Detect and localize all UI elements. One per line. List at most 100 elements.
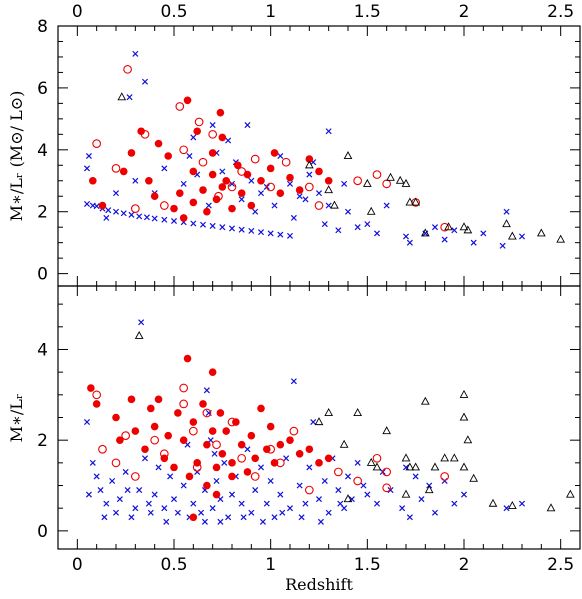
open-triangle-point bbox=[401, 453, 411, 462]
open-triangle-point bbox=[459, 389, 469, 398]
open-triangle-point bbox=[449, 453, 459, 462]
filled-circle-point bbox=[193, 127, 201, 136]
filled-circle-point bbox=[150, 192, 159, 201]
cross-point bbox=[105, 207, 112, 214]
cross-point bbox=[161, 165, 168, 172]
open-triangle-point bbox=[565, 489, 575, 498]
open-circle-point bbox=[130, 472, 140, 481]
cross-point bbox=[112, 509, 120, 516]
cross-point bbox=[337, 500, 344, 507]
y-tick-label: 8 bbox=[37, 17, 48, 37]
cross-point bbox=[286, 232, 294, 239]
y-tick-label: 4 bbox=[37, 340, 48, 360]
cross-point bbox=[451, 500, 458, 507]
cross-point bbox=[325, 202, 332, 209]
cross-point bbox=[257, 229, 265, 236]
cross-point bbox=[248, 227, 255, 234]
x-axis-label: Redshift bbox=[285, 575, 353, 594]
x-tick-label-top: 1 bbox=[265, 2, 276, 22]
open-circle-point bbox=[281, 157, 291, 167]
filled-circle-point bbox=[208, 170, 217, 179]
top-panel-ticks bbox=[58, 25, 581, 286]
open-triangle-point bbox=[366, 206, 376, 215]
cross-point bbox=[354, 224, 361, 231]
filled-circle-point bbox=[243, 170, 252, 179]
cross-point bbox=[252, 208, 259, 215]
filled-circle-point bbox=[160, 454, 169, 463]
filled-circle-point bbox=[266, 422, 275, 431]
cross-point bbox=[503, 208, 510, 215]
x-tick-label: 1.5 bbox=[354, 555, 381, 575]
filled-circle-point bbox=[164, 431, 172, 440]
y-tick-label: 4 bbox=[37, 141, 48, 161]
cross-point bbox=[83, 165, 91, 172]
cross-point bbox=[180, 180, 187, 187]
filled-circle-point bbox=[150, 422, 159, 431]
cross-point bbox=[373, 230, 381, 237]
cross-point bbox=[344, 473, 352, 480]
open-triangle-point bbox=[304, 160, 314, 169]
open-circle-point bbox=[289, 426, 299, 436]
open-triangle-point bbox=[401, 178, 411, 187]
cross-point bbox=[219, 224, 226, 231]
filled-circle-point bbox=[212, 463, 221, 472]
cross-point bbox=[205, 202, 212, 209]
cross-point bbox=[310, 419, 317, 426]
y-tick-label: 2 bbox=[37, 203, 48, 223]
filled-circle-point bbox=[145, 176, 153, 185]
cross-point bbox=[194, 468, 201, 475]
y-tick-label: 0 bbox=[37, 522, 48, 542]
cross-point bbox=[174, 509, 181, 516]
cross-point bbox=[480, 230, 487, 237]
open-circle-point bbox=[179, 399, 189, 409]
open-circle-point bbox=[194, 117, 204, 127]
cross-point bbox=[213, 477, 220, 485]
open-circle-point bbox=[250, 472, 260, 481]
cross-point bbox=[244, 122, 251, 129]
filled-circle-point bbox=[127, 395, 136, 404]
y-tick-label: 2 bbox=[37, 431, 48, 451]
cross-point bbox=[240, 514, 247, 521]
open-circle-point bbox=[130, 204, 140, 213]
filled-circle-point bbox=[137, 127, 145, 136]
cross-point bbox=[103, 214, 110, 221]
open-circle-point bbox=[150, 435, 160, 445]
filled-circle-point bbox=[276, 440, 285, 449]
cross-point bbox=[238, 226, 245, 233]
top-panel-tick-labels: 0 2 4 6 8 0 0.5 1 1.5 2 2.5 bbox=[37, 2, 574, 285]
cross-point bbox=[306, 464, 313, 471]
open-circle-point bbox=[275, 458, 285, 468]
cross-point bbox=[112, 208, 120, 215]
filled-circle-point bbox=[199, 400, 207, 408]
cross-point bbox=[279, 509, 286, 516]
open-circle-point bbox=[237, 453, 247, 463]
filled-circle-point bbox=[295, 449, 304, 458]
filled-circle-point bbox=[234, 161, 242, 170]
filled-circle-point bbox=[112, 413, 120, 422]
open-triangle-point bbox=[411, 462, 421, 471]
open-circle-point bbox=[333, 467, 343, 477]
cross-point bbox=[341, 180, 348, 187]
open-circle-point bbox=[179, 383, 189, 393]
cross-point bbox=[412, 473, 419, 480]
cross-point bbox=[252, 487, 259, 494]
x-tick-label-top: 0.5 bbox=[160, 2, 187, 22]
filled-circle-point bbox=[295, 186, 304, 194]
cross-point bbox=[170, 217, 178, 225]
open-circle-point bbox=[188, 426, 198, 436]
cross-point bbox=[219, 168, 226, 175]
cross-point bbox=[83, 419, 91, 426]
cross-point bbox=[161, 505, 168, 512]
filled-circle-point bbox=[119, 167, 128, 176]
cross-point bbox=[451, 227, 458, 234]
cross-point bbox=[406, 514, 413, 521]
cross-point bbox=[221, 459, 228, 466]
cross-point bbox=[120, 210, 127, 217]
filled-circle-point bbox=[305, 155, 314, 163]
cross-point bbox=[344, 208, 352, 215]
cross-point bbox=[306, 171, 313, 178]
open-triangle-point bbox=[353, 408, 363, 417]
filled-circle-point bbox=[208, 368, 217, 376]
open-triangle-point bbox=[469, 473, 479, 482]
cross-point bbox=[97, 487, 104, 494]
